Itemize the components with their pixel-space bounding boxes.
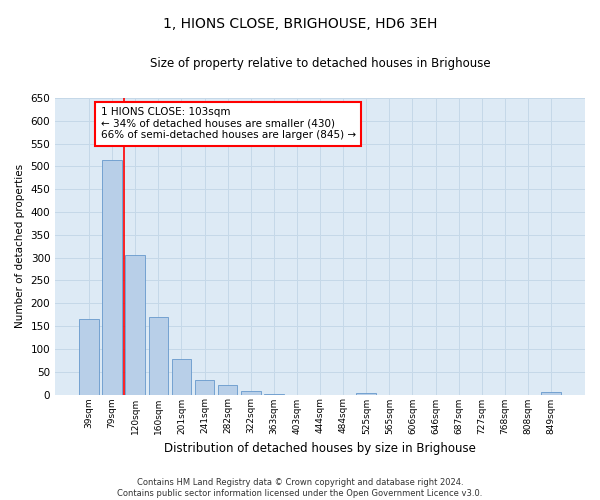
Bar: [103, 160, 122, 394]
Y-axis label: Number of detached properties: Number of detached properties: [15, 164, 25, 328]
Bar: [241, 392, 260, 394]
Text: Contains HM Land Registry data © Crown copyright and database right 2024.
Contai: Contains HM Land Registry data © Crown c…: [118, 478, 482, 498]
Title: Size of property relative to detached houses in Brighouse: Size of property relative to detached ho…: [150, 58, 490, 70]
Bar: [172, 360, 191, 394]
Bar: [79, 320, 99, 394]
Bar: [149, 317, 168, 394]
Bar: [195, 380, 214, 394]
Bar: [541, 392, 561, 394]
Bar: [218, 386, 238, 394]
Bar: [125, 256, 145, 394]
Text: 1, HIONS CLOSE, BRIGHOUSE, HD6 3EH: 1, HIONS CLOSE, BRIGHOUSE, HD6 3EH: [163, 18, 437, 32]
X-axis label: Distribution of detached houses by size in Brighouse: Distribution of detached houses by size …: [164, 442, 476, 455]
Bar: [356, 393, 376, 394]
Text: 1 HIONS CLOSE: 103sqm
← 34% of detached houses are smaller (430)
66% of semi-det: 1 HIONS CLOSE: 103sqm ← 34% of detached …: [101, 107, 356, 140]
